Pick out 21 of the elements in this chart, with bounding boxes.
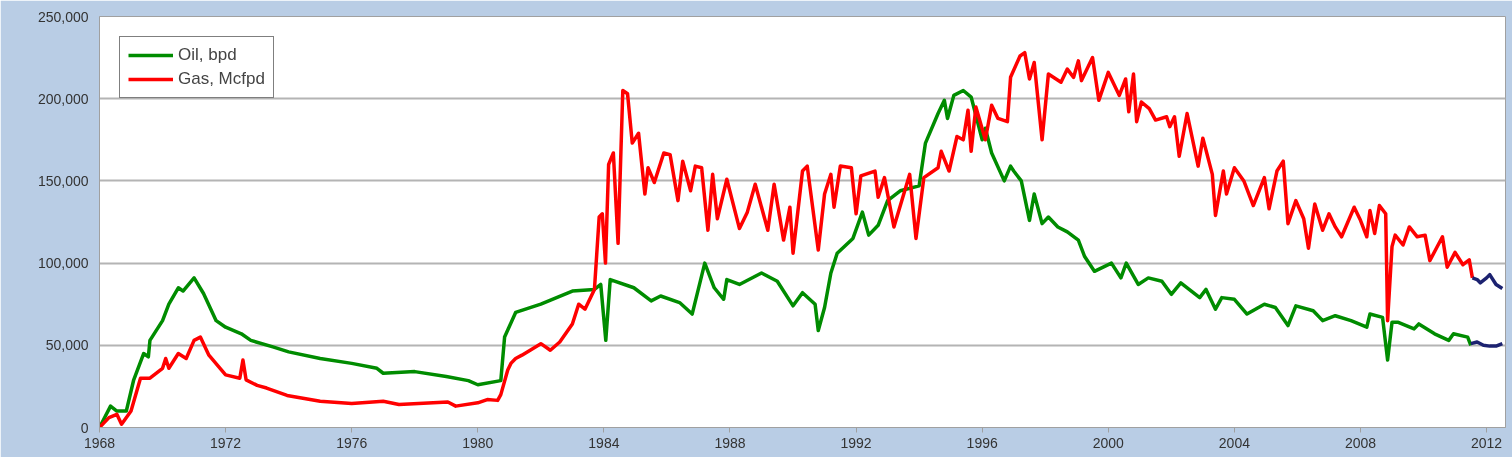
y-tick-label: 100,000 <box>37 255 89 272</box>
x-tick-label: 1980 <box>462 434 494 451</box>
x-tick-label: 2000 <box>1092 434 1125 451</box>
y-tick-label: 150,000 <box>37 172 89 189</box>
legend-label: Oil, bpd <box>178 45 237 65</box>
x-tick-label: 1984 <box>588 434 620 451</box>
y-tick-label: 50,000 <box>45 337 89 354</box>
x-tick-label: 2004 <box>1218 434 1251 451</box>
x-tick-label: 1996 <box>966 434 998 451</box>
x-tick-label: 1968 <box>83 434 116 451</box>
y-tick-label: 200,000 <box>37 90 89 107</box>
x-tick-label: 2012 <box>1471 434 1503 451</box>
y-tick-label: 250,000 <box>37 8 89 25</box>
legend-label: Gas, Mcfpd <box>178 69 265 89</box>
x-tick-label: 1988 <box>714 434 746 451</box>
x-tick-label: 1976 <box>336 434 368 451</box>
y-tick-label: 0 <box>80 419 89 436</box>
line-series <box>1470 272 1505 291</box>
x-tick-label: 1992 <box>840 434 872 451</box>
x-tick-label: 1972 <box>210 434 242 451</box>
x-tick-label: 2008 <box>1344 434 1377 451</box>
